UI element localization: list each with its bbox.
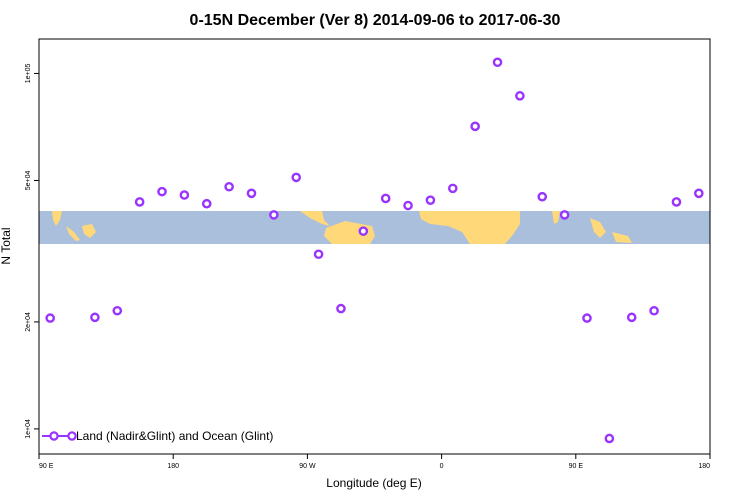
data-point — [470, 121, 480, 132]
y-axis-label: N Total — [0, 227, 13, 264]
data-point — [582, 313, 592, 323]
legend-marker-right — [67, 431, 77, 441]
data-point — [380, 193, 391, 204]
data-point — [649, 305, 659, 316]
chart-title: 0-15N December (Ver 8) 2014-09-06 to 201… — [190, 12, 561, 29]
data-point — [45, 313, 55, 323]
data-point — [224, 181, 234, 192]
data-point — [694, 188, 704, 199]
y-tick-label: 2e+04 — [25, 312, 32, 332]
x-tick-label: 0 — [440, 463, 444, 470]
x-tick-label: 90 W — [299, 463, 316, 470]
land-india-east — [552, 211, 560, 224]
y-tick-label: 1e+04 — [25, 419, 32, 439]
data-point — [559, 210, 570, 220]
data-point — [313, 249, 324, 260]
x-tick-label: 180 — [167, 463, 179, 470]
data-point — [112, 305, 123, 316]
land-sumatra — [66, 226, 80, 241]
data-point — [403, 200, 413, 211]
x-tick-label: 90 E — [39, 463, 54, 470]
plot-frame — [38, 38, 711, 455]
data-point — [246, 188, 257, 199]
x-tick-label: 90 E — [569, 463, 584, 470]
data-point — [515, 91, 525, 101]
x-tick-label: 180 — [698, 463, 710, 470]
data-point — [492, 57, 503, 68]
y-axis-ticks: 1e+04 2e+04 5e+04 1e+05 — [25, 64, 39, 439]
legend-marker-left — [49, 431, 59, 441]
y-tick-label: 5e+04 — [25, 171, 32, 191]
data-point — [291, 172, 302, 183]
data-point — [157, 186, 167, 197]
data-point — [626, 312, 637, 323]
data-point — [358, 226, 369, 236]
land-new-guinea — [612, 232, 632, 243]
data-point — [336, 303, 346, 314]
data-points — [45, 57, 704, 444]
data-point — [447, 183, 458, 194]
x-axis-ticks: 90 E 180 90 W 0 90 E 180 — [38, 454, 711, 470]
data-point — [179, 190, 190, 200]
map-strip — [39, 211, 710, 244]
data-point — [537, 191, 548, 202]
data-point — [671, 197, 682, 207]
land-indonesia — [590, 218, 606, 238]
land-africa — [419, 211, 520, 244]
data-point — [201, 198, 212, 209]
data-point — [425, 195, 436, 205]
x-axis-label: Longitude (deg E) — [326, 476, 421, 490]
land-borneo — [82, 224, 96, 238]
land-mexico — [300, 211, 330, 226]
data-point — [90, 312, 100, 323]
data-point — [269, 210, 279, 220]
data-point — [134, 197, 145, 207]
data-point — [604, 433, 615, 444]
legend-label: Land (Nadir&Glint) and Ocean (Glint) — [76, 429, 273, 443]
legend: Land (Nadir&Glint) and Ocean (Glint) — [42, 429, 273, 443]
land-india-tip — [52, 211, 62, 226]
y-tick-label: 1e+05 — [25, 64, 32, 84]
ocean-background — [39, 211, 710, 244]
